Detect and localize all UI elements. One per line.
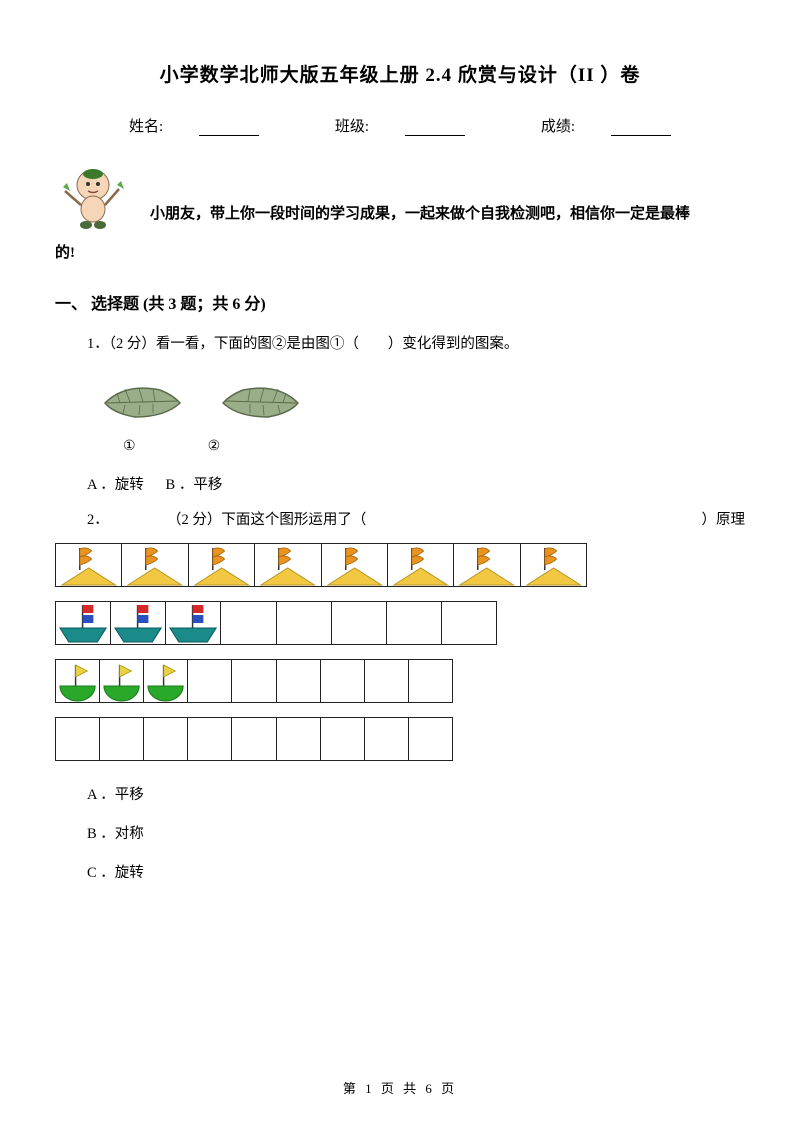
question-2: 2． （2 分）下面这个图形运用了（ ）原理 — [87, 508, 745, 529]
q1-options: A ．旋转 B ．平移 — [87, 473, 745, 494]
question-1: 1．（2 分）看一看，下面的图②是由图①（ ）变化得到的图案。 — [87, 332, 745, 357]
q2-opt-c[interactable]: C ．旋转 — [87, 861, 745, 882]
info-fields: 姓名: 班级: 成绩: — [55, 115, 745, 136]
class-label: 班级: — [335, 119, 369, 135]
class-blank[interactable] — [405, 121, 465, 136]
q2-options: A ．平移 B ．对称 C ．旋转 — [87, 783, 745, 882]
intro-text-2: 的! — [55, 237, 745, 270]
page-title: 小学数学北师大版五年级上册 2.4 欣赏与设计（II ）卷 — [55, 60, 745, 87]
leaf-labels: ①② — [95, 438, 745, 455]
mascot-icon — [55, 161, 130, 231]
name-label: 姓名: — [129, 119, 163, 135]
score-label: 成绩: — [541, 119, 575, 135]
intro-text-1: 小朋友，带上你一段时间的学习成果，一起来做个自我检测吧，相信你一定是最棒 — [150, 198, 690, 231]
score-blank[interactable] — [611, 121, 671, 136]
pattern-row-4 — [55, 717, 745, 761]
name-blank[interactable] — [199, 121, 259, 136]
q2-opt-b[interactable]: B ．对称 — [87, 822, 745, 843]
pattern-row-2 — [55, 601, 745, 645]
leaf-figures — [95, 375, 745, 430]
section-heading: 一、 选择题 (共 3 题；共 6 分) — [55, 290, 745, 314]
q1-opt-a[interactable]: A ．旋转 — [87, 477, 144, 493]
pattern-row-1 — [55, 543, 745, 587]
pattern-row-3 — [55, 659, 745, 703]
page-footer: 第 1 页 共 6 页 — [0, 1078, 800, 1097]
q1-opt-b[interactable]: B ．平移 — [166, 477, 223, 493]
q2-opt-a[interactable]: A ．平移 — [87, 783, 745, 804]
